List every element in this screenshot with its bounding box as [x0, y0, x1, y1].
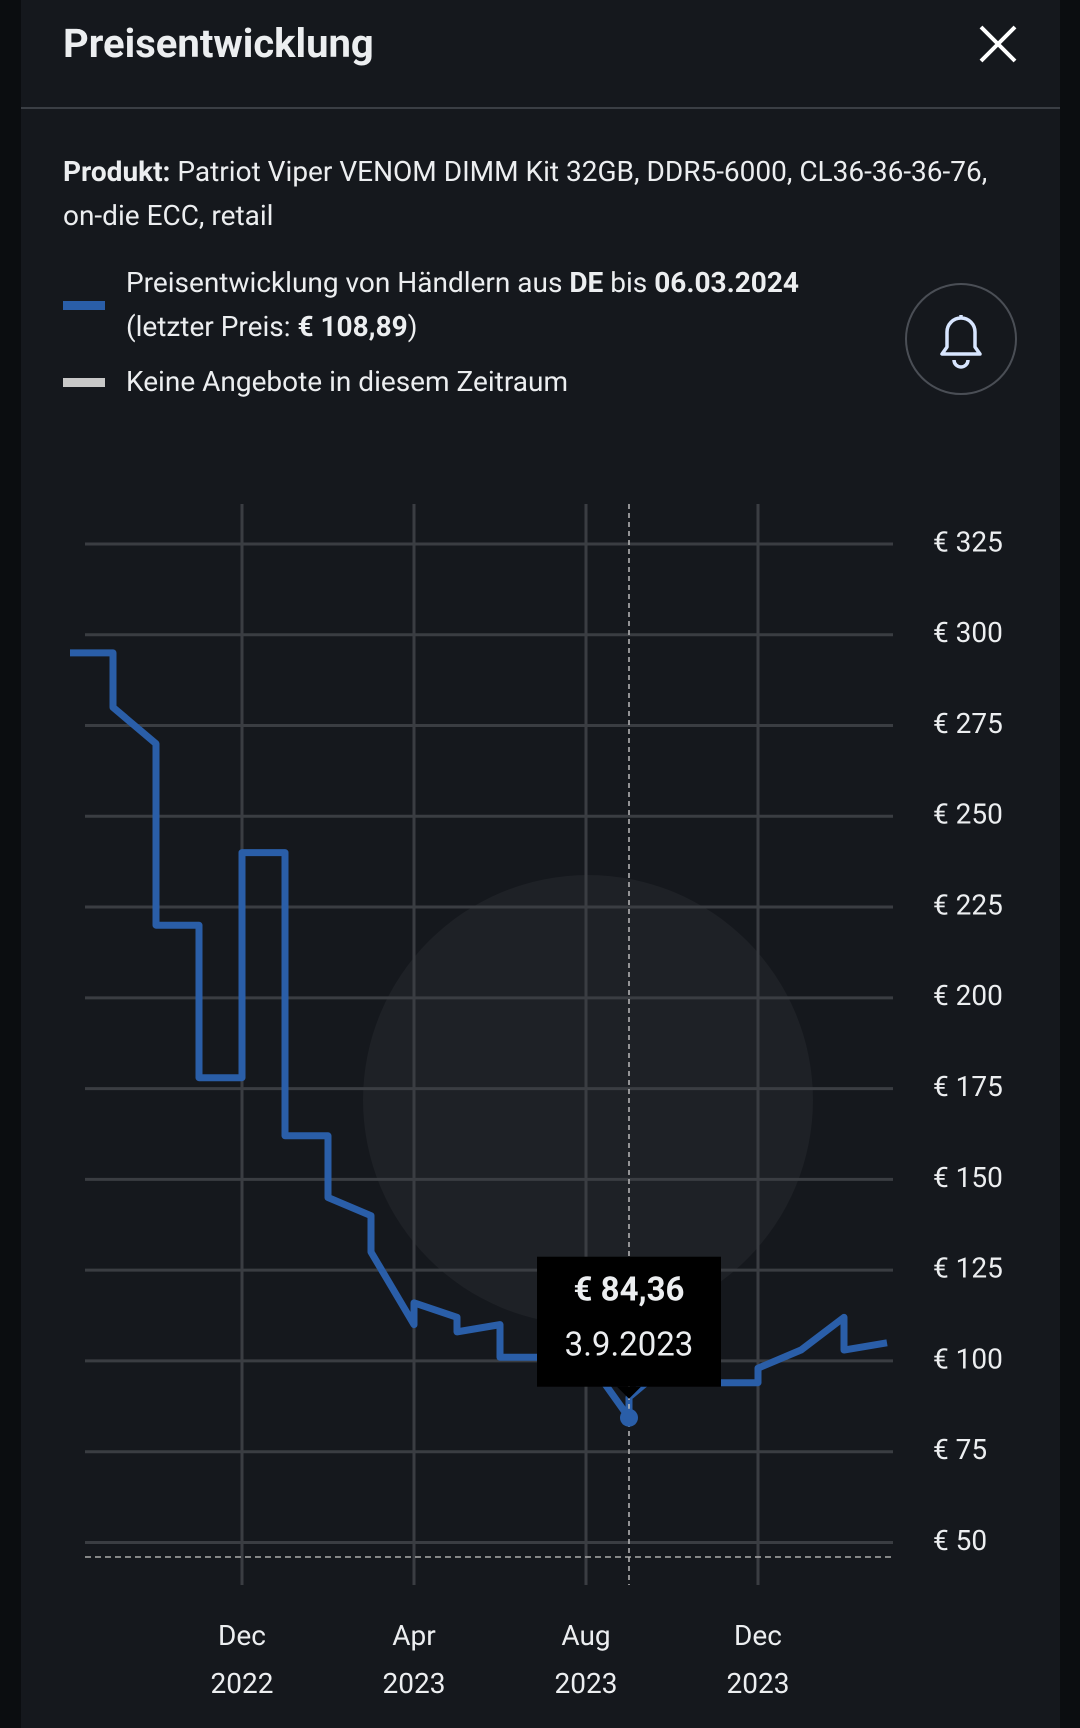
legend-item: Keine Angebote in diesem Zeitraum	[126, 365, 568, 398]
y-tick-label: € 150	[933, 1161, 1003, 1194]
legend-text: )	[407, 310, 418, 343]
legend-swatch	[63, 301, 105, 310]
legend-text: Preisentwicklung von Händlern aus	[126, 266, 563, 299]
y-tick-label: € 250	[933, 798, 1003, 831]
y-tick-label: € 125	[933, 1252, 1003, 1285]
tooltip-value: € 84,36	[574, 1270, 685, 1309]
y-tick-label: € 200	[933, 979, 1003, 1012]
close-button[interactable]	[978, 24, 1018, 64]
hover-point	[620, 1408, 638, 1427]
tooltip	[537, 1256, 721, 1387]
dialog-title: Preisentwicklung	[63, 20, 374, 67]
y-tick-label: € 225	[933, 888, 1003, 921]
divider	[21, 107, 1060, 109]
y-tick-label: € 300	[933, 616, 1003, 649]
legend-country: DE	[569, 266, 604, 299]
product-name: Patriot Viper VENOM DIMM Kit 32GB, DDR5-…	[63, 155, 988, 232]
x-tick-label: Apr 2023	[382, 1619, 446, 1700]
product: Produkt: Patriot Viper VENOM DIMM Kit 32…	[63, 150, 1023, 238]
tooltip-date: 3.9.2023	[565, 1325, 694, 1364]
y-tick-label: € 275	[933, 707, 1003, 740]
y-tick-label: € 75	[933, 1433, 987, 1466]
y-tick-label: € 325	[933, 525, 1003, 558]
y-tick-label: € 175	[933, 1070, 1003, 1103]
legend-text: bis	[610, 266, 648, 299]
x-tick-label: Dec 2022	[210, 1619, 274, 1700]
x-tick-label: Dec 2023	[726, 1619, 790, 1700]
legend-item: Preisentwicklung von Händlern aus DE bis…	[126, 261, 906, 349]
dialog	[21, 0, 1060, 1728]
alert-button[interactable]	[904, 282, 1018, 396]
product-label: Produkt:	[63, 155, 171, 188]
legend-price: € 108,89	[297, 310, 408, 343]
legend-date: 06.03.2024	[654, 266, 799, 299]
legend-swatch	[63, 378, 105, 387]
legend-text: (letzter Preis:	[126, 310, 291, 343]
y-tick-label: € 50	[933, 1524, 987, 1557]
tooltip-arrow	[617, 1386, 641, 1399]
x-tick-label: Aug 2023	[554, 1619, 618, 1700]
watermark	[363, 875, 813, 1325]
y-tick-label: € 100	[933, 1342, 1003, 1375]
price-line	[70, 649, 888, 1422]
